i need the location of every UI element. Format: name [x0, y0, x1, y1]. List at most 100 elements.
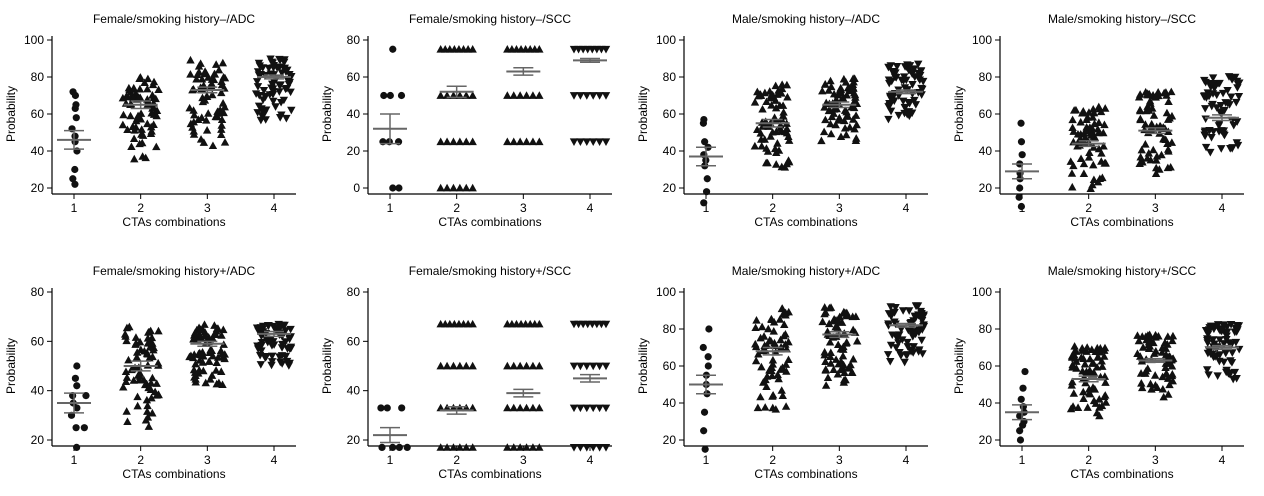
data-point — [1073, 141, 1082, 150]
x-axis-label: CTAs combinations — [438, 467, 541, 481]
data-point — [123, 92, 132, 101]
data-point — [1164, 147, 1173, 155]
data-point — [152, 379, 161, 387]
data-point — [917, 84, 926, 93]
data-point — [1217, 326, 1227, 334]
data-point — [1215, 351, 1225, 359]
data-point — [750, 98, 760, 106]
data-point — [189, 365, 199, 374]
data-point — [845, 86, 855, 95]
y-tick-label: 60 — [31, 334, 45, 348]
data-point — [260, 354, 270, 362]
y-tick-label: 40 — [347, 384, 361, 398]
y-tick-label: 20 — [347, 433, 361, 447]
data-point — [782, 367, 791, 375]
data-point — [535, 91, 544, 99]
data-point — [917, 91, 926, 99]
data-point — [900, 63, 910, 71]
x-tick-label: 3 — [520, 453, 527, 467]
data-point — [1083, 403, 1092, 411]
y-tick-label: 80 — [31, 70, 45, 84]
data-point — [462, 137, 471, 146]
data-point — [849, 115, 858, 123]
data-point — [829, 365, 838, 374]
data-point — [827, 82, 836, 91]
data-point — [835, 113, 844, 122]
data-point — [217, 80, 227, 89]
data-point — [253, 83, 263, 91]
data-point — [277, 111, 286, 120]
data-point — [1093, 352, 1102, 361]
data-point — [1068, 182, 1077, 191]
data-point — [462, 183, 471, 192]
x-tick-label: 1 — [703, 453, 710, 467]
data-point — [601, 92, 611, 100]
data-point — [279, 96, 289, 105]
data-point — [281, 327, 290, 335]
data-point — [843, 112, 853, 120]
data-point — [700, 199, 708, 207]
data-point — [468, 45, 477, 53]
data-point — [286, 325, 295, 334]
data-point — [848, 74, 858, 82]
data-point — [779, 112, 788, 120]
y-axis-label: Probability — [952, 338, 966, 394]
data-point — [200, 320, 209, 328]
data-point — [135, 375, 144, 384]
data-point — [143, 119, 152, 128]
data-point — [885, 79, 894, 88]
data-point — [1017, 395, 1025, 403]
x-tick-label: 2 — [453, 453, 460, 467]
data-point — [1149, 145, 1158, 154]
data-point — [821, 357, 830, 365]
data-point — [442, 137, 452, 146]
data-point — [468, 137, 477, 146]
data-point — [589, 444, 598, 452]
data-point — [186, 70, 195, 78]
data-point — [908, 81, 917, 89]
data-point — [762, 144, 771, 152]
data-point — [849, 84, 858, 92]
data-point — [1087, 345, 1097, 353]
data-point — [125, 322, 134, 331]
data-point — [142, 395, 152, 404]
data-point — [1161, 350, 1171, 359]
data-point — [190, 110, 199, 119]
data-point — [576, 92, 585, 100]
y-tick-label: 40 — [31, 384, 45, 398]
data-point — [1101, 104, 1110, 112]
data-point — [449, 443, 458, 451]
data-point — [436, 443, 445, 451]
data-point — [1090, 133, 1100, 141]
data-point — [126, 111, 135, 120]
data-point — [217, 121, 226, 129]
data-point — [468, 183, 477, 192]
data-point — [1069, 106, 1079, 114]
data-point — [468, 91, 477, 99]
data-point — [1159, 392, 1168, 401]
data-point — [852, 134, 861, 142]
data-point — [569, 362, 579, 371]
data-point — [1232, 374, 1241, 383]
data-point — [219, 325, 228, 334]
data-point — [286, 88, 295, 97]
data-point — [1077, 353, 1086, 361]
data-point — [886, 341, 896, 350]
data-point — [1232, 98, 1241, 107]
data-point — [910, 96, 919, 105]
data-point — [522, 91, 531, 99]
data-point — [134, 93, 143, 101]
data-point — [123, 417, 132, 426]
scatter-chart: Male/smoking history+/ADC 20 40 60 80 100 Prob… — [636, 264, 929, 481]
data-point — [73, 443, 81, 451]
data-point — [914, 60, 923, 69]
data-point — [1068, 123, 1077, 132]
data-point — [898, 307, 908, 315]
data-point — [1149, 111, 1159, 119]
data-point — [1067, 169, 1077, 177]
data-point — [704, 353, 712, 361]
data-point — [704, 362, 712, 370]
data-point — [192, 74, 201, 83]
y-tick-label: 20 — [31, 433, 45, 447]
data-point — [256, 361, 266, 369]
